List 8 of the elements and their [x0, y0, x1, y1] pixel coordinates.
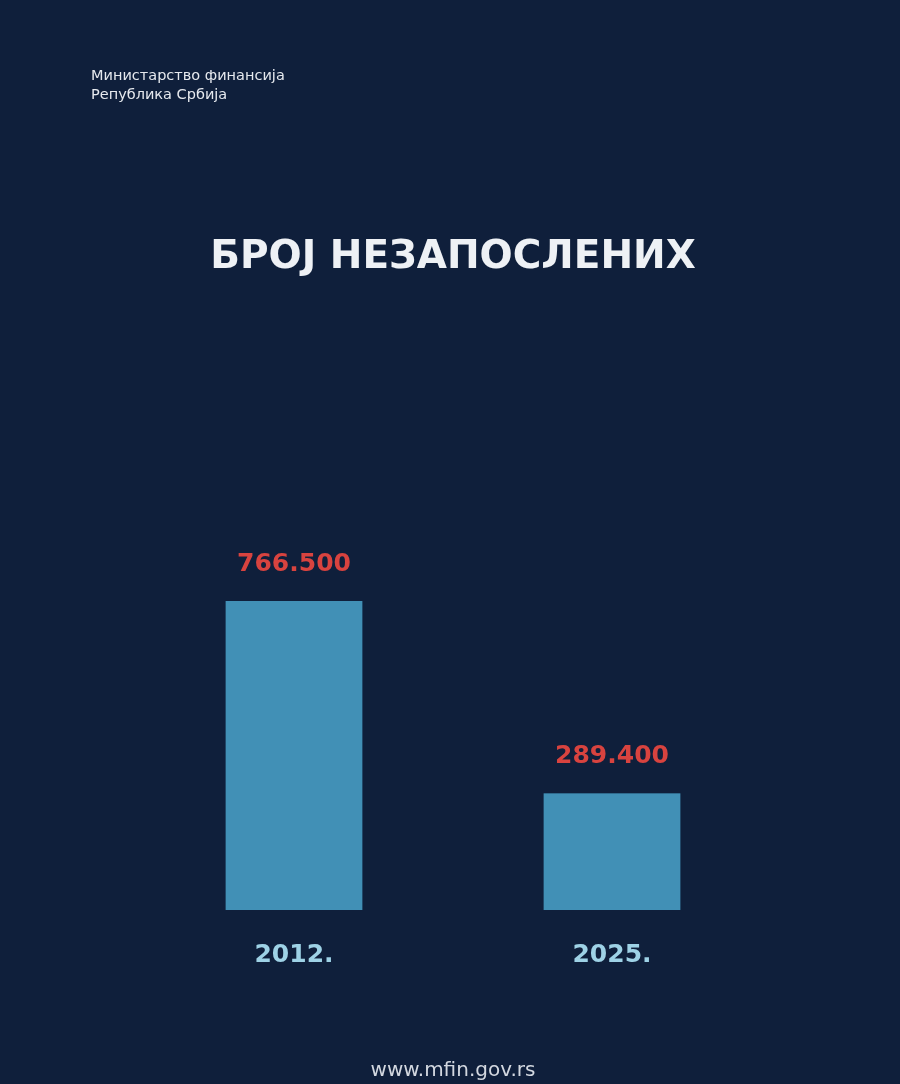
data-label: 766.500 — [237, 548, 351, 577]
x-tick-label: 2025. — [572, 939, 652, 968]
text: Министарство финансија — [91, 67, 285, 83]
text: www.mfin.gov.rs — [370, 1057, 536, 1081]
data-label: 289.400 — [555, 740, 669, 770]
text: Република Србија — [91, 86, 228, 102]
chart-title: БРОЈ НЕЗАПОСЛЕНИХ — [210, 232, 696, 277]
x-tick-label: 2012. — [254, 939, 334, 968]
